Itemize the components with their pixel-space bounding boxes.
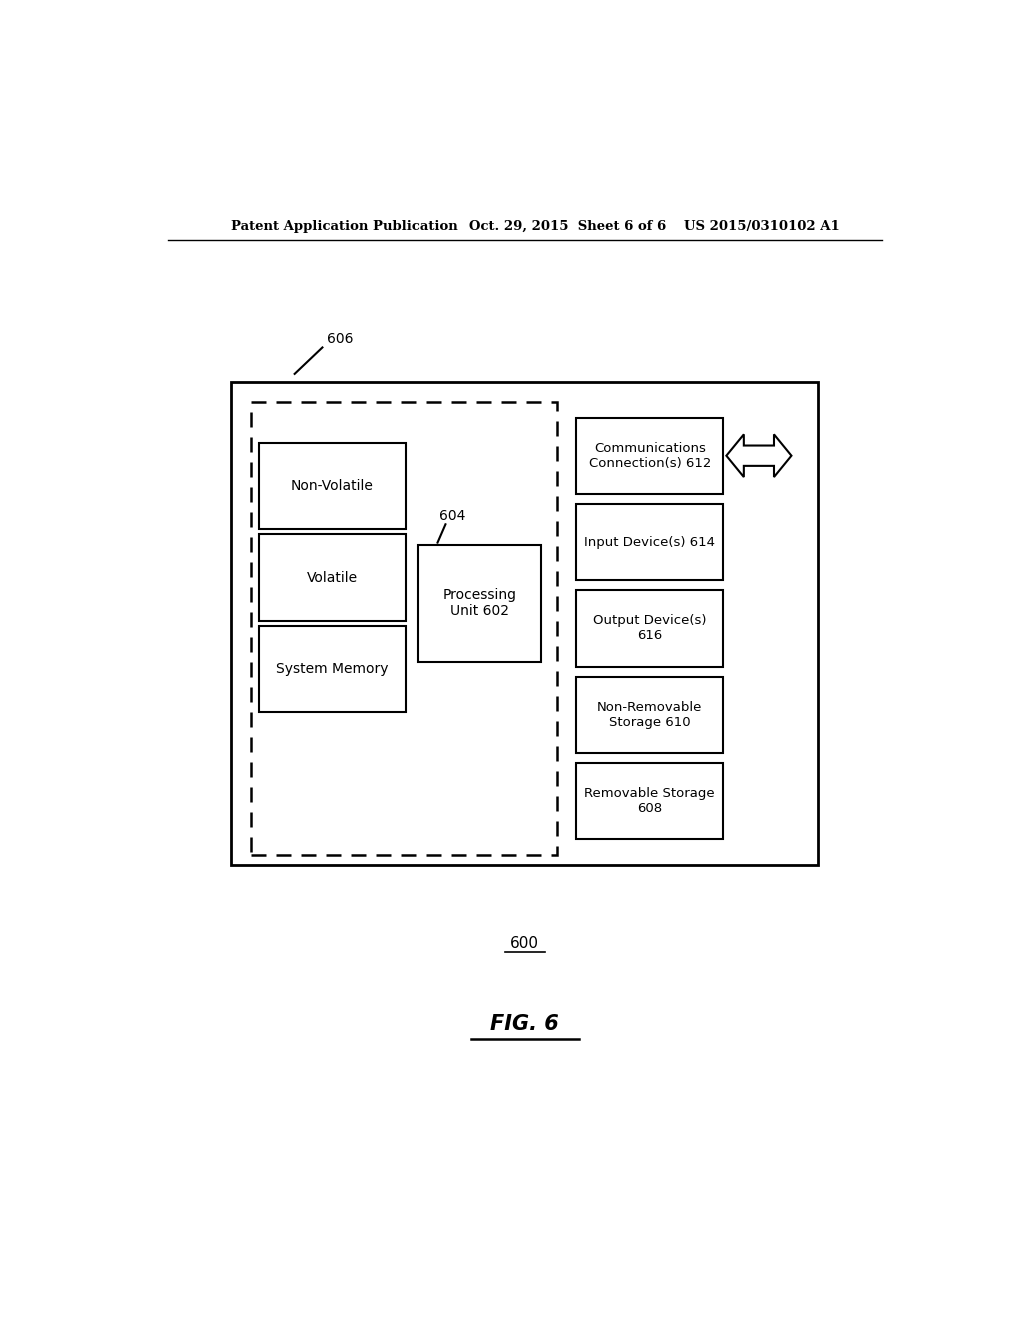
Bar [259, 535, 406, 620]
Bar [577, 417, 723, 494]
Polygon shape [726, 434, 792, 477]
Text: Communications
Connection(s) 612: Communications Connection(s) 612 [589, 442, 711, 470]
Text: Processing
Unit 602: Processing Unit 602 [442, 587, 516, 618]
Bar [259, 444, 406, 529]
Bar [577, 763, 723, 840]
Bar [577, 590, 723, 667]
Bar [577, 677, 723, 752]
Text: FIG. 6: FIG. 6 [490, 1014, 559, 1035]
Text: Oct. 29, 2015  Sheet 6 of 6: Oct. 29, 2015 Sheet 6 of 6 [469, 220, 667, 234]
Bar [418, 545, 541, 661]
Text: System Memory: System Memory [276, 663, 388, 676]
Text: Output Device(s)
616: Output Device(s) 616 [593, 615, 707, 643]
Text: Non-Removable
Storage 610: Non-Removable Storage 610 [597, 701, 702, 729]
Text: Removable Storage
608: Removable Storage 608 [585, 787, 715, 816]
Bar [251, 403, 557, 854]
Bar [231, 381, 818, 865]
Text: Input Device(s) 614: Input Device(s) 614 [585, 536, 716, 549]
Text: US 2015/0310102 A1: US 2015/0310102 A1 [684, 220, 840, 234]
Bar [259, 626, 406, 713]
Text: Non-Volatile: Non-Volatile [291, 479, 374, 494]
Text: 604: 604 [438, 510, 465, 523]
Text: 600: 600 [510, 936, 540, 950]
Text: 606: 606 [328, 333, 354, 346]
Text: Patent Application Publication: Patent Application Publication [231, 220, 458, 234]
Bar [577, 504, 723, 581]
Text: Volatile: Volatile [307, 570, 358, 585]
